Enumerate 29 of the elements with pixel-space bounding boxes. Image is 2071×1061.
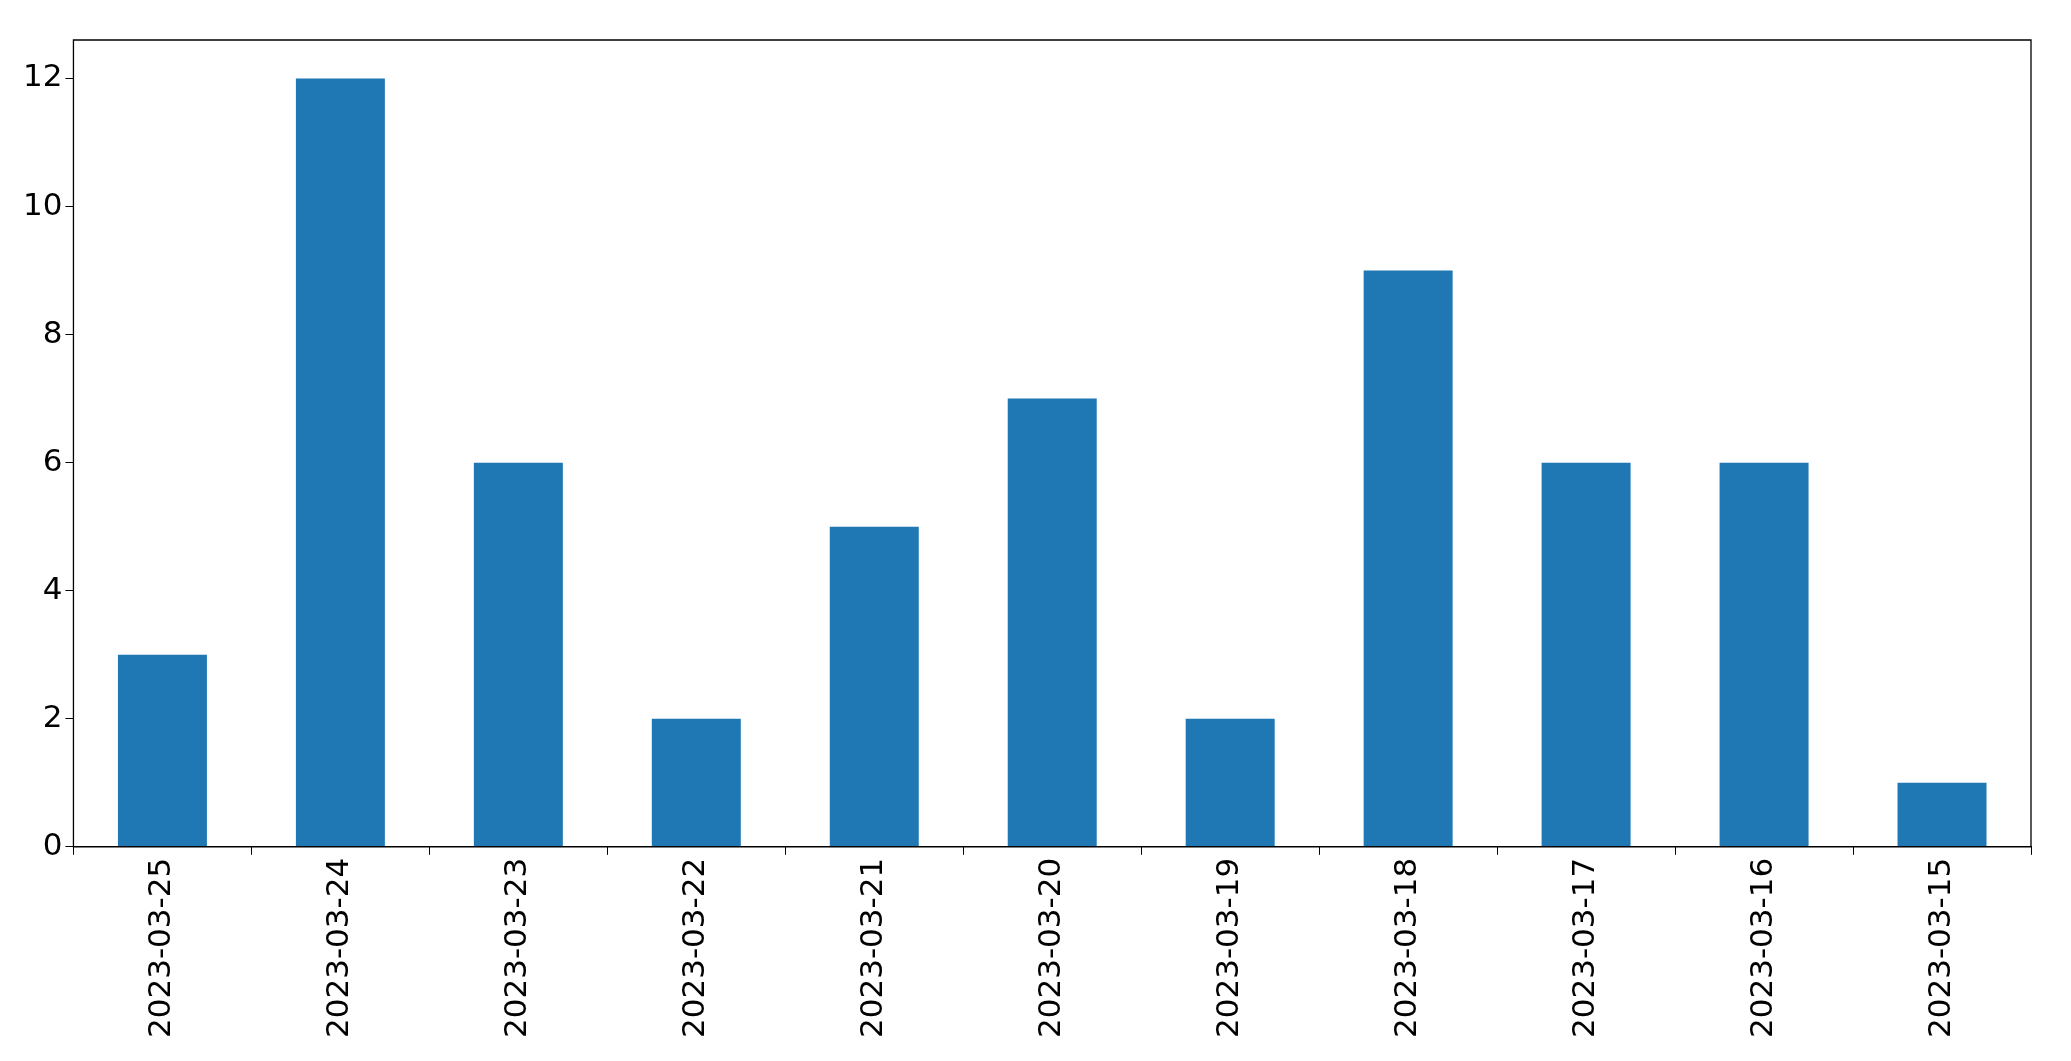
bar [1719, 462, 1809, 847]
bar [651, 718, 741, 847]
x-tick-label: 2023-03-15 [1921, 857, 1958, 1039]
bar [1185, 718, 1275, 847]
y-tick-label: 10 [22, 185, 63, 222]
y-tick-label: 6 [42, 441, 63, 478]
x-tick-label: 2023-03-24 [319, 857, 356, 1039]
y-tick-label: 12 [22, 57, 63, 94]
x-tick-label: 2023-03-19 [1209, 857, 1246, 1039]
x-tick-label: 2023-03-17 [1565, 857, 1602, 1039]
bar [1007, 398, 1097, 847]
x-tick-label: 2023-03-20 [1031, 857, 1068, 1039]
bar [295, 78, 385, 847]
bar [1541, 462, 1631, 847]
bar [829, 526, 919, 847]
y-tick-label: 4 [42, 569, 63, 606]
bar [1897, 782, 1987, 847]
x-tick-label: 2023-03-21 [853, 857, 890, 1039]
bar [117, 654, 207, 847]
x-tick-label: 2023-03-23 [497, 857, 534, 1039]
x-tick-label: 2023-03-25 [141, 857, 178, 1039]
x-tick-label: 2023-03-16 [1743, 857, 1780, 1039]
bar [1363, 270, 1453, 847]
x-tick-label: 2023-03-18 [1387, 857, 1424, 1039]
bar [473, 462, 563, 847]
y-tick-label: 2 [42, 697, 63, 734]
x-tick-label: 2023-03-22 [675, 857, 712, 1039]
y-tick-label: 8 [42, 313, 63, 350]
y-tick-label: 0 [42, 825, 63, 862]
